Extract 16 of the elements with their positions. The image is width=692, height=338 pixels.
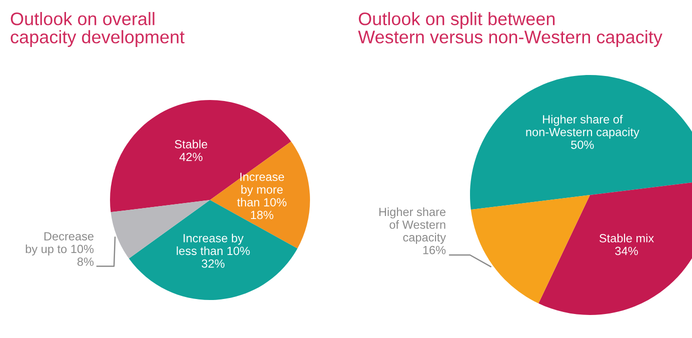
data-label: 18% bbox=[250, 210, 274, 220]
slice-label: Stable bbox=[174, 140, 208, 148]
data-label: 16% bbox=[423, 246, 446, 254]
slice-label: Increase by more than 10% bbox=[237, 172, 286, 206]
chart-title: Outlook on overall capacity development bbox=[10, 12, 185, 47]
data-label: 32% bbox=[202, 259, 224, 268]
slice-label: Decrease by up to 10% bbox=[26, 232, 94, 256]
slice-label: Increase by less than 10% bbox=[176, 234, 250, 256]
slice-label: Higher share of non-Western capacity bbox=[526, 114, 640, 139]
data-label: 50% bbox=[571, 140, 594, 149]
chart-title: Outlook on split between Western versus non-Western capacity bbox=[358, 12, 662, 47]
data-label: 8% bbox=[77, 258, 94, 266]
data-label: 34% bbox=[615, 246, 638, 256]
slice-label: Stable mix bbox=[599, 234, 654, 242]
data-label: 42% bbox=[179, 152, 202, 162]
slice-label: Higher share of Western capacity bbox=[379, 207, 446, 244]
